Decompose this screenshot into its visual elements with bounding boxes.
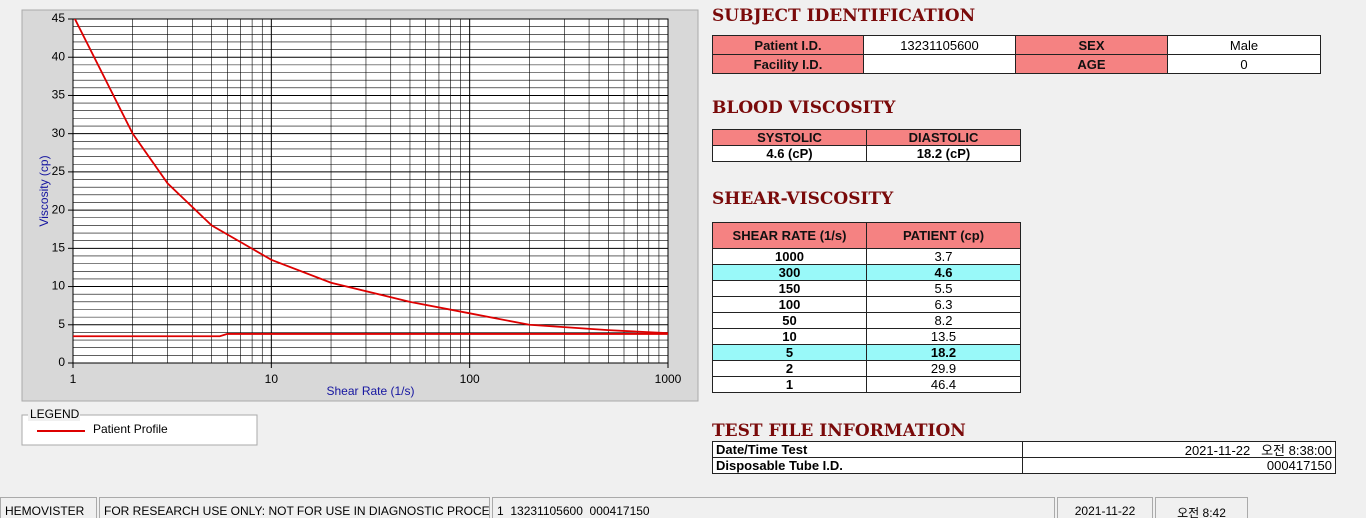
status-cell: 2021-11-22 — [1057, 497, 1153, 518]
x-tick-label: 1 — [70, 372, 77, 386]
section-title: BLOOD VISCOSITY — [712, 98, 896, 118]
column-header: PATIENT (cp) — [866, 222, 1021, 249]
table-cell: 000417150 — [1022, 457, 1336, 474]
table-cell: 150 — [712, 280, 867, 297]
field-value: Male — [1167, 35, 1321, 55]
table-cell: Disposable Tube I.D. — [712, 457, 1023, 474]
table-cell: 6.3 — [866, 296, 1021, 313]
table-cell: 1 — [712, 376, 867, 393]
table-cell: 18.2 — [866, 344, 1021, 361]
y-axis-label: Viscosity (cp) — [37, 155, 51, 226]
table-cell: 100 — [712, 296, 867, 313]
y-tick-label: 25 — [52, 164, 66, 178]
table-cell: Date/Time Test — [712, 441, 1023, 458]
status-cell: HEMOVISTER — [0, 497, 97, 518]
y-tick-label: 40 — [52, 49, 66, 63]
table-cell: 300 — [712, 264, 867, 281]
field-value: 13231105600 — [863, 35, 1016, 55]
section-title: TEST FILE INFORMATION — [712, 421, 966, 441]
plot-area — [73, 19, 668, 363]
table-cell: 46.4 — [866, 376, 1021, 393]
viscosity-value: 18.2 (cP) — [866, 145, 1021, 162]
column-header: DIASTOLIC — [866, 129, 1021, 146]
field-label: Facility I.D. — [712, 54, 864, 74]
legend-title-bg — [28, 409, 80, 421]
viscosity-value: 4.6 (cP) — [712, 145, 867, 162]
table-cell: 5.5 — [866, 280, 1021, 297]
table-cell: 4.6 — [866, 264, 1021, 281]
series-line — [73, 19, 668, 335]
table-cell: 13.5 — [866, 328, 1021, 345]
field-label: SEX — [1015, 35, 1168, 55]
status-cell: 오전 8:42 — [1155, 497, 1248, 518]
table-cell: 3.7 — [866, 248, 1021, 265]
y-tick-label: 5 — [58, 317, 65, 331]
status-cell: FOR RESEARCH USE ONLY: NOT FOR USE IN DI… — [99, 497, 490, 518]
table-cell: 50 — [712, 312, 867, 329]
table-cell: 5 — [712, 344, 867, 361]
y-tick-label: 30 — [52, 126, 66, 140]
y-tick-label: 20 — [52, 202, 66, 216]
y-tick-label: 10 — [52, 279, 66, 293]
series-line — [73, 333, 668, 338]
section-title: SUBJECT IDENTIFICATION — [712, 6, 976, 26]
table-cell: 8.2 — [866, 312, 1021, 329]
table-cell: 2 — [712, 360, 867, 377]
column-header: SHEAR RATE (1/s) — [712, 222, 867, 249]
y-tick-label: 0 — [58, 355, 65, 369]
legend-entry: Patient Profile — [93, 422, 168, 436]
x-axis-label: Shear Rate (1/s) — [326, 384, 414, 398]
field-label: Patient I.D. — [712, 35, 864, 55]
field-label: AGE — [1015, 54, 1168, 74]
x-tick-label: 1000 — [655, 372, 682, 386]
y-tick-label: 35 — [52, 88, 66, 102]
plot-border — [72, 18, 669, 364]
y-tick-label: 15 — [52, 241, 66, 255]
y-tick-label: 45 — [52, 11, 66, 25]
legend-title: LEGEND — [30, 407, 80, 421]
status-cell: 1 13231105600 000417150 — [492, 497, 1055, 518]
table-cell: 1000 — [712, 248, 867, 265]
x-tick-label: 10 — [265, 372, 279, 386]
section-title: SHEAR-VISCOSITY — [712, 189, 894, 209]
table-cell: 29.9 — [866, 360, 1021, 377]
chart: LEGEND 0 5 10 15 20 25 30 35 40 45 1 10 100 1000 Shear… — [21, 9, 699, 446]
column-header: SYSTOLIC — [712, 129, 867, 146]
table-cell: 2021-11-22 오전 8:38:00 — [1022, 441, 1336, 458]
field-value: 0 — [1167, 54, 1321, 74]
field-value — [863, 54, 1016, 74]
x-tick-label: 100 — [460, 372, 480, 386]
table-cell: 10 — [712, 328, 867, 345]
